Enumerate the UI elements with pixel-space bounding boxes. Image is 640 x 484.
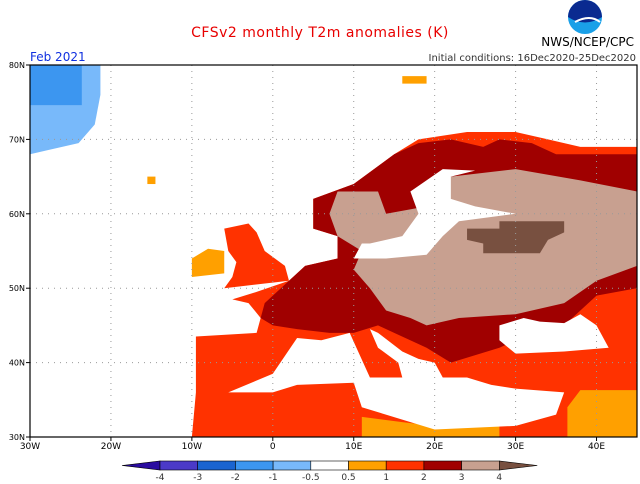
lat-label: 30N <box>9 433 25 442</box>
colorbar-low-arrow <box>121 460 161 471</box>
colorbar-bin <box>348 460 387 471</box>
colorbar-label: 3 <box>459 473 465 483</box>
colorbar-label: -0.5 <box>302 473 320 483</box>
anomaly-region <box>467 221 565 254</box>
colorbar-bin <box>235 460 274 471</box>
colorbar-label: -2 <box>231 473 240 483</box>
anomaly-region <box>224 223 289 289</box>
colorbar-label: 1 <box>383 473 389 483</box>
noaa-logo <box>568 0 602 34</box>
anomaly-region <box>30 65 82 106</box>
lon-label: 30W <box>20 442 40 452</box>
colorbar-label: 0.5 <box>341 473 355 483</box>
lon-label: 10E <box>345 442 362 452</box>
colorbar-bin <box>385 460 425 471</box>
lon-label: 20E <box>426 442 443 452</box>
anomaly-region <box>402 76 427 84</box>
colorbar-bin <box>423 460 462 471</box>
anomaly-region <box>147 176 156 185</box>
lon-label: 30E <box>507 442 524 452</box>
lon-label: 40E <box>588 442 605 452</box>
colorbar-high-arrow <box>498 460 538 471</box>
colorbar-label: 2 <box>421 473 427 483</box>
forecast-month: Feb 2021 <box>30 50 86 64</box>
colorbar-bin <box>310 460 349 471</box>
anomaly-region <box>228 329 565 430</box>
lat-label: 70N <box>9 135 25 144</box>
lat-label: 80N <box>9 61 25 70</box>
lat-label: 60N <box>9 210 25 219</box>
anomaly-region <box>353 169 516 259</box>
lat-label: 50N <box>9 284 25 293</box>
anomaly-region <box>567 390 637 437</box>
anomaly-region <box>191 248 225 278</box>
colorbar-bin <box>272 460 312 471</box>
colorbar-label: -4 <box>156 473 165 483</box>
map-title: CFSv2 monthly T2m anomalies (K) <box>191 25 449 41</box>
initial-conditions: Initial conditions: 16Dec2020-25Dec2020 <box>428 53 637 64</box>
colorbar-label: -3 <box>193 473 202 483</box>
lon-label: 0 <box>270 442 276 452</box>
lat-label: 40N <box>9 359 25 368</box>
colorbar-bin <box>159 460 199 471</box>
lon-label: 10W <box>182 442 202 452</box>
colorbar-label: 4 <box>496 473 502 483</box>
center-label: NWS/NCEP/CPC <box>541 35 634 49</box>
anomaly-region <box>499 314 609 354</box>
colorbar-label: -1 <box>269 473 278 483</box>
colorbar-bin <box>461 460 500 471</box>
map-frame <box>29 64 638 438</box>
lon-label: 20W <box>101 442 121 452</box>
colorbar-bin <box>197 460 236 471</box>
